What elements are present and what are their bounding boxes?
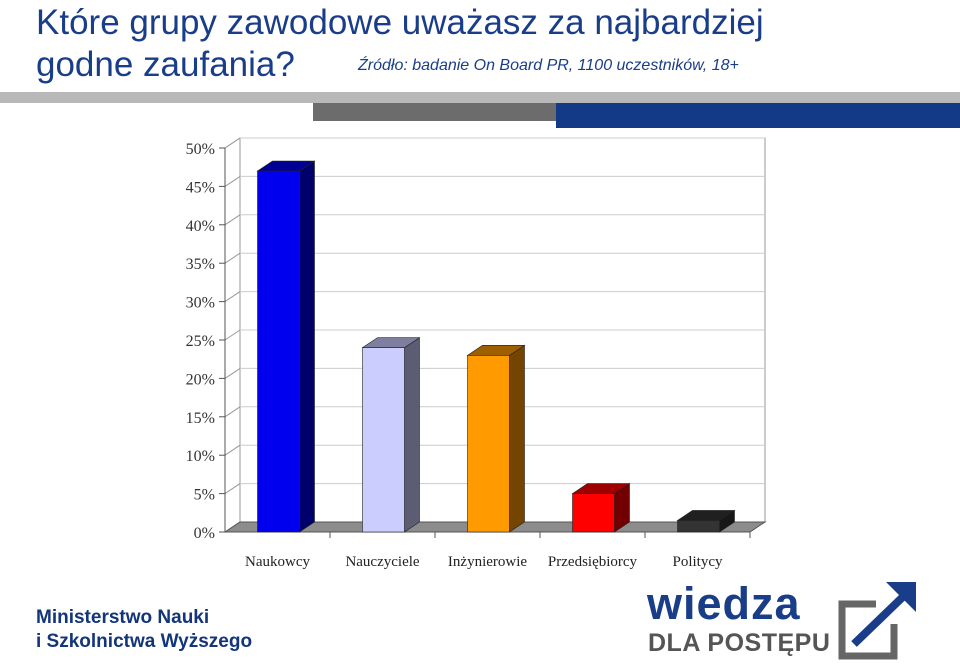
y-tick-label: 5% [194,487,215,504]
bar [572,493,615,533]
gridline-diagonal [224,214,241,226]
page-title: Które grupy zawodowe uważasz za najbardz… [36,3,764,84]
gridline-diagonal [224,175,241,187]
x-tick-label: Naukowcy [245,554,310,570]
bar-side [404,337,420,533]
ministry-line-1: Ministerstwo Nauki [36,607,210,628]
gridline-diagonal [224,252,241,264]
ministry-name: Ministerstwo Nauki i Szkolnictwa Wyższeg… [36,606,296,654]
header-band-blue [556,103,960,128]
gridline-diagonal [224,329,241,341]
gridline-diagonal [224,483,241,495]
bar [362,347,405,533]
y-tick-label: 0% [194,525,215,542]
bar [257,170,300,533]
bar-side [509,344,525,533]
bar [677,520,720,533]
x-tick-label: Przedsiębiorcy [548,554,638,570]
bar-chart: 0% 5% 10% 15% 20% 25% 30% 35% 40% 45% 50% Naukowcy N… [186,137,767,570]
y-tick-label: 40% [186,218,215,235]
arrow-box-logo-icon [838,582,916,660]
gridline-diagonal [224,291,241,303]
ministry-line-2: i Szkolnictwa Wyższego [36,631,253,652]
gridline-diagonal [224,444,241,456]
bar [467,355,510,533]
gridline-diagonal [224,137,241,149]
header-band-gray [0,92,960,103]
gridline-diagonal [224,406,241,418]
y-tick-label: 30% [186,295,215,312]
y-tick-label: 10% [186,448,215,465]
x-tick-label: Nauczyciele [345,554,419,570]
y-tick-label: 15% [186,410,215,427]
y-tick-label: 35% [186,256,215,273]
header-band-dark [313,103,556,121]
logo-wordmark: wiedza [647,578,801,629]
y-tick-label: 45% [186,179,215,196]
gridline-diagonal [224,367,241,379]
bar-side [299,160,315,533]
source-note: Źródło: badanie On Board PR, 1100 uczest… [358,57,739,74]
y-tick-label: 25% [186,333,215,350]
y-tick-label: 20% [186,371,215,388]
x-tick-label: Politycy [672,554,723,570]
x-tick-label: Inżynierowie [448,554,527,570]
y-tick-label: 50% [186,141,215,158]
logo-subtitle: DLA POSTĘPU [648,629,831,657]
